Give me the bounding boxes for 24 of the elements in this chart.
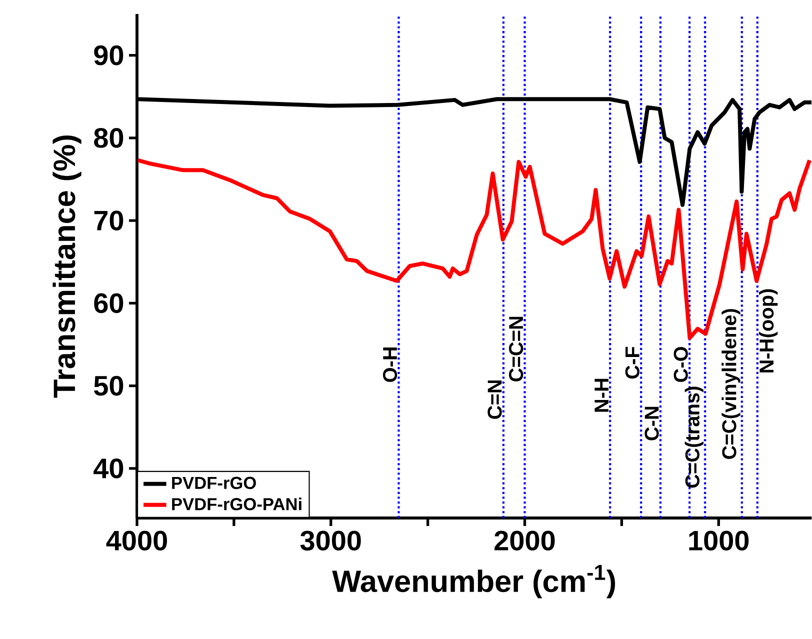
ref-line-label: C=C(vinylidene) [722,309,740,459]
ref-line-label: C-O [674,346,688,382]
x-tick-label: 2000 [494,530,555,551]
ref-line-label: N-H [594,378,608,412]
ref-line-label: O-H [382,347,398,382]
legend-label: PVDF-rGO [172,476,256,490]
x-tick-label: 4000 [106,530,167,551]
y-tick-label: 50 [94,376,124,396]
ref-line-label: C-N [644,406,659,440]
x-tick-label: 1000 [689,530,749,551]
y-axis-title: Transmittance (%) [52,136,82,398]
y-tick-label: 60 [94,293,124,314]
y-tick-label: 40 [94,458,124,478]
ref-line-label: C=C(trans) [684,386,704,488]
y-tick-label: 90 [94,45,124,66]
ref-line-label: C=N [488,380,502,419]
y-tick-label: 80 [94,128,124,148]
x-tick-label: 3000 [300,530,361,551]
ref-line-label: C=C=N [508,316,524,382]
ref-line-label: C-F [625,346,640,379]
legend-label: PVDF-rGO-PANi [172,498,302,510]
y-tick-label: 70 [94,210,124,230]
x-axis-title: Wavenumber (cm$^{-1}$) [332,565,616,598]
ref-line-label: N-H(oop) [758,289,778,372]
